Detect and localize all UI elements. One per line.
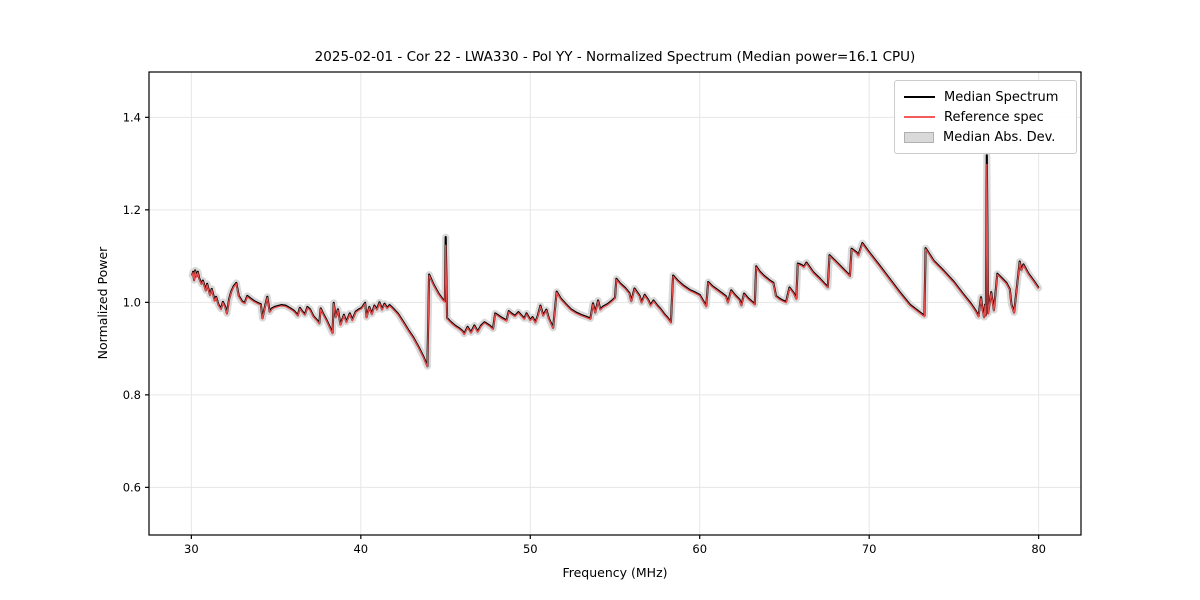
y-axis-label: Normalized Power: [95, 246, 110, 360]
reference-line-sample: [904, 116, 935, 118]
mad-patch-sample: [904, 131, 934, 143]
chart-title: 2025-02-01 - Cor 22 - LWA330 - Pol YY - …: [315, 49, 916, 65]
y-tick-label: 1.2: [123, 203, 141, 217]
x-tick-label: 60: [692, 542, 707, 556]
legend-label: Median Spectrum: [944, 89, 1059, 105]
legend-item-median-abs-dev: Median Abs. Dev.: [904, 127, 1068, 147]
median-abs-dev-band: [188, 151, 1043, 370]
legend-item-median-spectrum: Median Spectrum: [904, 87, 1068, 107]
legend-label: Median Abs. Dev.: [943, 129, 1056, 145]
y-tick-label: 0.6: [123, 480, 141, 494]
y-tick-label: 0.8: [123, 388, 141, 402]
x-axis-label: Frequency (MHz): [562, 565, 667, 580]
series-lines: [188, 151, 1043, 370]
legend-item-reference-spec: Reference spec: [904, 107, 1068, 127]
x-tick-label: 50: [523, 542, 538, 556]
legend: Median Spectrum Reference spec Median Ab…: [894, 80, 1077, 154]
median-line-sample: [904, 96, 935, 98]
x-tick-label: 80: [1031, 542, 1046, 556]
x-tick-label: 40: [353, 542, 368, 556]
y-tick-label: 1.4: [123, 110, 141, 124]
tick-labels: 30 40 50 60 70 80 0.6 0.8 1.0 1.2 1.4: [123, 110, 1046, 556]
x-tick-label: 30: [184, 542, 199, 556]
reference-spec-line: [191, 163, 1040, 368]
y-tick-label: 1.0: [123, 295, 141, 309]
tick-marks: [145, 116, 1040, 539]
legend-label: Reference spec: [944, 109, 1044, 125]
median-spectrum-line: [191, 154, 1040, 368]
axes-spines: [148, 71, 1082, 536]
x-tick-label: 70: [862, 542, 877, 556]
